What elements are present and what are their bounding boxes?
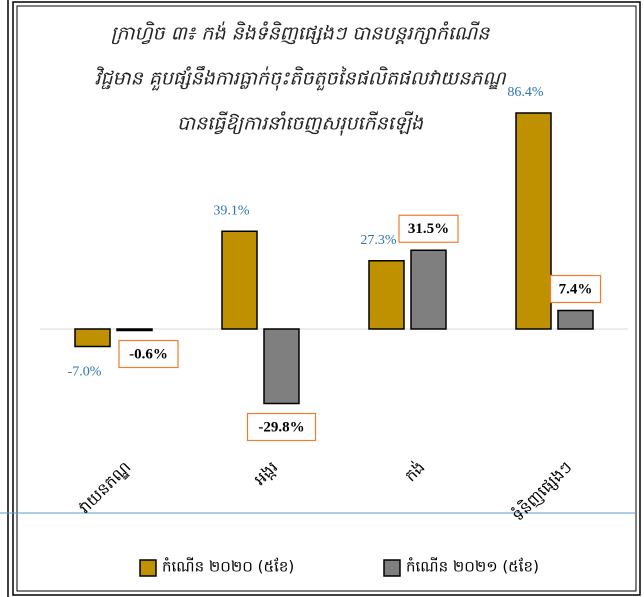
bar [74,328,111,348]
bar [221,230,258,330]
label-box [398,214,459,243]
bar [116,328,153,332]
data-label: 39.1% [213,203,250,218]
data-label: 86.4% [507,85,544,100]
label-box [118,339,179,369]
frame [12,1,641,596]
title-line: ក្រាហ្វិច ៣៖ កង់ និងទំនិញផ្សេងៗ បានបន្តរ… [111,21,491,45]
title-line: វិជ្ជមាន គួបផ្សំនឹងការធ្លាក់ចុះតិចតួចនៃផ… [94,66,507,92]
legend-swatch [383,559,401,577]
data-label: -29.8% [258,419,304,435]
chart-title: ក្រាហ្វិច ៣៖ កង់ និងទំនិញផ្សេងៗ បានបន្តរ… [94,21,507,137]
bar [515,112,552,330]
title-line: បានធ្វើឱ្យការនាំចេញសរុបកើនឡើង [177,111,424,137]
bar [557,309,594,330]
frame [16,5,637,592]
data-label: -7.0% [68,365,102,380]
bar [368,260,405,330]
data-label: -0.6% [129,346,168,362]
data-label: 31.5% [408,221,449,237]
data-label: 27.3% [360,233,397,248]
bar [263,328,300,405]
legend-label: កំណើន ២០២១ (៥ខែ) [406,557,539,576]
label-box [246,412,317,442]
bar [410,249,447,330]
legend-label: កំណើន ២០២០ (៥ខែ) [162,557,294,576]
label-box [549,274,602,304]
legend-swatch [139,559,157,577]
data-label: 7.4% [559,281,593,297]
